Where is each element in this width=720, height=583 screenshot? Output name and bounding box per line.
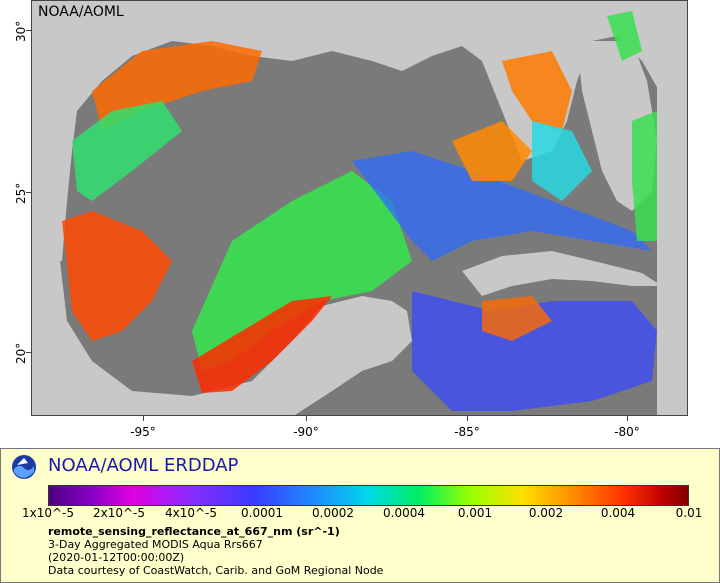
lon-label-85: -85°: [454, 425, 480, 439]
lon-label-90: -90°: [293, 425, 319, 439]
map-panel[interactable]: NOAA/AOML: [31, 0, 688, 416]
noaa-logo-icon: [12, 455, 36, 479]
colorbar-tick: 0.001: [457, 506, 493, 520]
lon-tick: [306, 416, 307, 421]
colorbar-tick: 0.01: [675, 506, 703, 520]
land-cuba: [462, 251, 662, 296]
lat-tick: [26, 192, 31, 193]
lat-tick: [26, 30, 31, 31]
colorbar-tick: 4x10^-5: [164, 506, 218, 520]
map-source-label: NOAA/AOML: [38, 4, 124, 20]
colorbar-tick: 0.0002: [312, 506, 354, 520]
colorbar-tick: 0.0004: [383, 506, 425, 520]
dataset-label: 3-Day Aggregated MODIS Aqua Rrs667: [48, 538, 263, 551]
colorbar-tick: 1x10^-5: [21, 506, 75, 520]
land-mexico: [32, 261, 412, 415]
colorbar-tick: 2x10^-5: [92, 506, 146, 520]
colorbar-tick: 0.0001: [241, 506, 283, 520]
lat-label-20: 20°: [14, 342, 28, 364]
lon-tick: [627, 416, 628, 421]
colorbar: [48, 485, 689, 506]
lat-label-30: 30°: [14, 20, 28, 42]
legend-panel: NOAA/AOML ERDDAP 1x10^-5 2x10^-5 4x10^-5…: [0, 448, 720, 583]
variable-label: remote_sensing_reflectance_at_667_nm (sr…: [48, 525, 340, 538]
map-image: [32, 1, 687, 415]
credit-label: Data courtesy of CoastWatch, Carib. and …: [48, 564, 384, 577]
lat-tick: [26, 352, 31, 353]
brand-title[interactable]: NOAA/AOML ERDDAP: [48, 455, 239, 476]
colorbar-tick: 0.004: [600, 506, 636, 520]
lon-tick: [467, 416, 468, 421]
lon-label-95: -95°: [130, 425, 156, 439]
time-label: (2020-01-12T00:00:00Z): [48, 551, 185, 564]
lon-label-80: -80°: [614, 425, 640, 439]
colorbar-tick: 0.002: [528, 506, 564, 520]
lat-label-25: 25°: [14, 182, 28, 204]
lon-tick: [143, 416, 144, 421]
